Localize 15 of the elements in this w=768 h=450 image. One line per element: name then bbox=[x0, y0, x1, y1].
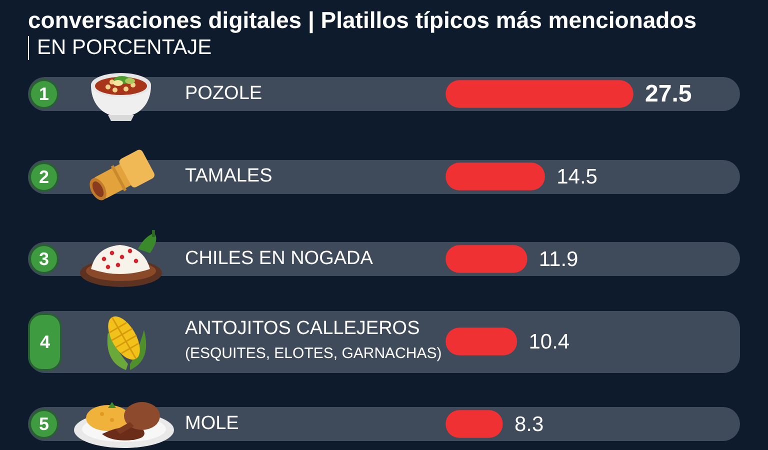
data-label: 11.9 bbox=[538, 248, 578, 271]
data-label: 8.3 bbox=[514, 412, 544, 436]
text: EN PORCENTAJE bbox=[28, 36, 212, 60]
data-label: 14.5 bbox=[556, 165, 598, 188]
chart-title: conversaciones digitales | Platillos típicos más mencionados bbox=[28, 6, 698, 34]
y-tick-label: MOLE bbox=[185, 413, 239, 434]
y-tick-label: CHILES EN NOGADA bbox=[185, 248, 374, 270]
bar bbox=[446, 162, 545, 190]
y-tick-label: ANTOJITOS CALLEJEROS (ESQUITES, ELOTES, GARNACHAS) bbox=[185, 318, 442, 362]
data-label: 27.5 bbox=[645, 80, 692, 108]
text: 4 bbox=[38, 332, 51, 352]
bar bbox=[446, 80, 634, 108]
y-tick-label: TAMALES bbox=[185, 166, 272, 187]
data-label: 10.4 bbox=[528, 330, 570, 354]
y-tick-label: POZOLE bbox=[185, 83, 262, 104]
